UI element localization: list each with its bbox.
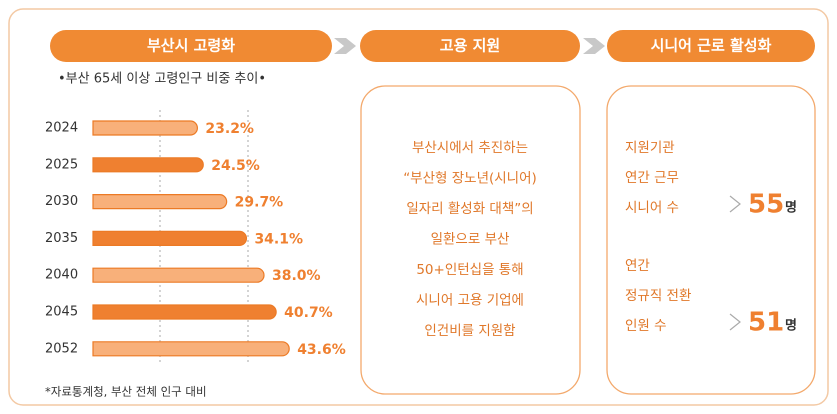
- category-label: 2045: [45, 305, 78, 320]
- result-label: 연간: [625, 258, 650, 274]
- value-label: 23.2%: [205, 121, 254, 137]
- support-text: 50+인턴십을 통해: [416, 262, 523, 278]
- result-label: 시니어 수: [625, 200, 679, 216]
- result-value: 55: [748, 190, 784, 220]
- bar: [92, 304, 277, 320]
- value-label: 43.6%: [297, 342, 346, 358]
- result-unit: 명: [785, 200, 797, 216]
- value-label: 40.7%: [284, 305, 333, 321]
- category-label: 2025: [45, 157, 78, 172]
- value-label: 34.1%: [254, 231, 303, 247]
- flow-label: 시니어 근로 활성화: [651, 37, 772, 55]
- flow-pill: [360, 30, 580, 62]
- chevron: [729, 313, 741, 331]
- result-label: 인원 수: [625, 318, 667, 334]
- result-label: 정규직 전환: [625, 288, 691, 304]
- flow-label: 고용 지원: [440, 37, 500, 55]
- category-label: 2035: [45, 231, 78, 246]
- support-text: 일자리 활성화 대책”의: [406, 201, 533, 217]
- flow-arrow: [334, 38, 356, 54]
- result-box: [606, 85, 816, 395]
- support-text: 시니어 고용 기업에: [416, 293, 524, 309]
- bar: [92, 120, 198, 136]
- flow-pill: [50, 30, 332, 62]
- flow-label: 부산시 고령화: [147, 37, 235, 55]
- flow-pill: [607, 30, 815, 62]
- flow-arrow: [583, 38, 605, 54]
- support-text: 부산시에서 추진하는: [412, 140, 528, 156]
- support-text: “부산형 장노년(시니어): [403, 171, 537, 187]
- bar: [92, 230, 248, 246]
- result-unit: 명: [785, 318, 797, 334]
- bar: [92, 194, 228, 210]
- result-label: 연간 근무: [625, 170, 679, 186]
- category-label: 2052: [45, 341, 78, 356]
- value-label: 38.0%: [272, 268, 321, 284]
- value-label: 29.7%: [235, 195, 284, 211]
- support-text: 일환으로 부산: [431, 232, 510, 248]
- result-value: 51: [748, 308, 784, 338]
- category-label: 2030: [45, 194, 78, 209]
- chart-title: •부산 65세 이상 고령인구 비중 추이•: [58, 72, 266, 87]
- support-text: 인건비를 지원함: [424, 323, 515, 339]
- footnote: *자료통계청, 부산 전체 인구 대비: [45, 385, 207, 399]
- bar: [92, 267, 265, 283]
- bar: [92, 341, 290, 357]
- category-label: 2040: [45, 268, 78, 283]
- result-label: 지원기관: [625, 140, 675, 156]
- support-box: [360, 85, 581, 395]
- chevron: [729, 195, 741, 213]
- category-label: 2024: [45, 121, 78, 136]
- value-label: 24.5%: [211, 158, 260, 174]
- bar: [92, 157, 204, 173]
